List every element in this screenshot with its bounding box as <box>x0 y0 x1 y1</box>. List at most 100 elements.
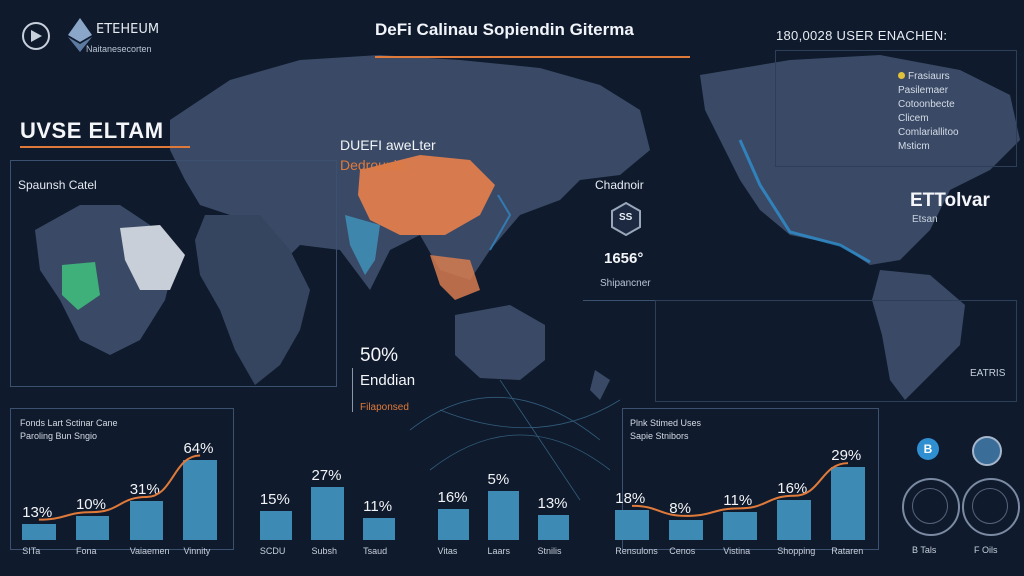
chart-bar <box>831 467 865 540</box>
trend-path <box>631 462 849 517</box>
section-heading: UVSE ELTAM <box>20 118 164 143</box>
legend-item: Msticm <box>898 141 930 152</box>
bar-value-label: 13% <box>22 503 53 521</box>
legend-box <box>775 50 1017 167</box>
mid-sub: Filaponsed <box>360 402 409 413</box>
right-small-label: Etsan <box>912 214 938 225</box>
right-big-label: ETTolvar <box>910 190 990 211</box>
landmass-australia <box>455 305 545 380</box>
bar-category-label: Rensulons <box>615 546 658 556</box>
user-count: 180,0028 USER ENACHEN: <box>776 28 948 43</box>
chart-bar <box>363 518 396 540</box>
left-map-label: Spaunsh Catel <box>18 178 97 192</box>
bar-value-label: 11% <box>723 492 753 510</box>
shield-text: SS <box>619 212 633 223</box>
badge-2-label: F Oils <box>974 545 998 555</box>
left-chart-title: Fonds Lart Sctinar Cane <box>20 418 118 428</box>
mid-value: 50% <box>360 345 399 366</box>
bar-value-label: 16% <box>777 479 808 497</box>
left-chart-sub: Paroling Bun Sngio <box>20 431 98 441</box>
trend-line <box>38 454 201 521</box>
ethereum-icon <box>68 18 92 57</box>
badge-2-inner <box>972 488 1008 524</box>
landmass-north-america <box>700 55 1020 265</box>
center-value: 1656° <box>604 250 644 267</box>
right-chart-title: Plnk Stimed Uses <box>630 418 702 428</box>
legend-item: Clicem <box>898 113 929 124</box>
badge-1-label: B Tals <box>912 545 937 555</box>
landmass-south-america <box>872 270 965 400</box>
bar-category-label: Rataren <box>831 546 864 556</box>
right-map-panel <box>655 300 1017 402</box>
bar-value-label: 13% <box>537 494 568 512</box>
bar-category-label: Vaiaemen <box>129 546 170 556</box>
trend-line <box>631 462 849 517</box>
coast-glow <box>738 139 871 264</box>
landmass-japan <box>498 150 520 210</box>
bar-value-label: 16% <box>437 488 468 506</box>
legend-item: Pasilemaer <box>898 85 949 96</box>
bar-category-label: Subsh <box>311 546 337 556</box>
landmass-sea <box>430 255 480 300</box>
title-underline <box>375 56 690 58</box>
right-chart-sub: Sapie Stnibors <box>630 431 689 441</box>
bar-chart-1: 13% SITa 10% Fona 31% Vaiaemen 64% Vinnity <box>12 430 227 560</box>
left-chart-panel <box>10 408 234 550</box>
mid-label: Enddian <box>360 372 416 389</box>
chart-bar <box>183 459 217 540</box>
chart-bar <box>537 514 569 540</box>
chart-bar <box>777 499 811 540</box>
bar-chart-4: 18% Rensulons 8% Cenos 11% Vistina 16% Shopping… <box>605 430 875 560</box>
badge-2[interactable] <box>962 478 1020 536</box>
right-bottom-label: EATRIS <box>970 368 1006 379</box>
asia-label-1: DUEFI aweLter <box>340 137 436 153</box>
bar-category-label: Stnilis <box>537 546 562 556</box>
bar-value-label: 31% <box>129 481 160 499</box>
chart-bar <box>311 487 344 540</box>
legend-list: Frasiaurs Pasilemaer Cotoonbecte Clicem … <box>898 70 959 154</box>
left-map-panel <box>10 160 337 387</box>
shield-badge-icon <box>972 436 1002 466</box>
bar-category-label: SITa <box>22 546 41 556</box>
legend-item: Cotoonbecte <box>898 99 955 110</box>
bar-value-label: 64% <box>183 439 214 457</box>
bar-value-label: 10% <box>75 496 106 514</box>
coast-glow-asia <box>489 194 512 251</box>
chart-bar <box>615 509 649 540</box>
legend-dot <box>898 72 905 79</box>
landmass-left-green <box>62 262 100 310</box>
chart-bar <box>723 512 757 540</box>
landmass-nz <box>590 370 610 400</box>
landmass-left-light <box>120 225 185 290</box>
bar-value-label: 15% <box>259 490 290 508</box>
shield-icon: SS <box>611 201 641 241</box>
center-divider <box>583 300 663 301</box>
route-lines <box>409 379 621 501</box>
bar-category-label: SCDU <box>259 546 286 556</box>
page-title: DeFi Calinau Sopiendin Giterma <box>375 20 634 39</box>
bar-category-label: Vistina <box>723 546 751 556</box>
landmass-china <box>358 155 495 235</box>
b-icon-text: B <box>923 442 933 456</box>
chart-bar <box>437 508 469 540</box>
bar-category-label: Laars <box>487 546 511 556</box>
chart-bar <box>259 510 292 540</box>
legend-item: Comlariallitoo <box>898 127 959 138</box>
badge-1[interactable] <box>902 478 960 536</box>
landmass-india <box>345 215 380 275</box>
bar-value-label: 27% <box>311 467 342 485</box>
chart-bar <box>129 501 164 540</box>
bar-chart-2: 15% SCDU 27% Subsh 11% Tsaud <box>250 430 405 560</box>
location-pin-icon <box>20 20 52 57</box>
landmass-africa <box>195 215 310 385</box>
badge-1-inner <box>912 488 948 524</box>
bar-category-label: Vinnity <box>183 546 211 556</box>
bar-category-label: Tsaud <box>363 546 388 556</box>
logo-subtitle: Naitanesecorten <box>86 44 152 54</box>
mid-bracket <box>352 368 353 412</box>
bar-value-label: 5% <box>487 471 510 489</box>
bar-value-label: 29% <box>831 447 862 465</box>
logo-name: ETEHEUM <box>96 22 160 37</box>
bar-value-label: 11% <box>363 498 393 516</box>
chart-bar <box>669 519 703 540</box>
